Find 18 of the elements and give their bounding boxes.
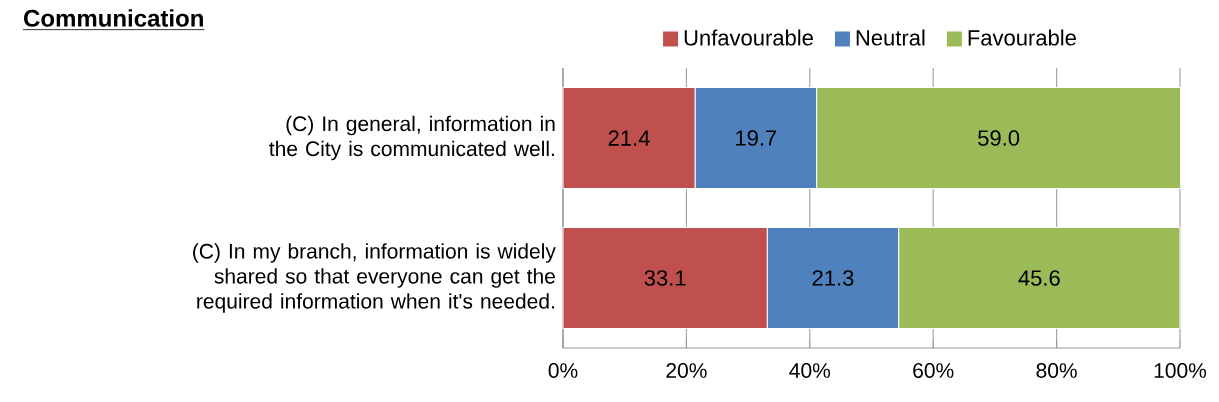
x-tick-label: 80%: [1036, 363, 1077, 378]
data-label: 21.3: [812, 270, 854, 286]
data-label: 33.1: [644, 270, 686, 286]
x-tick-label: 40%: [789, 363, 831, 378]
x-tick-label: 20%: [666, 363, 707, 378]
x-tick-label: 100%: [1154, 363, 1207, 378]
data-label: 19.7: [736, 130, 777, 146]
x-tick-label: 0%: [548, 363, 578, 378]
data-label: 21.4: [608, 130, 650, 146]
legend-label: Neutral: [856, 29, 925, 46]
y-tick-label: (C) In my branch, information is widely shared so that everyone can get the required information when it's needed.: [193, 243, 556, 313]
data-label: 45.6: [1018, 270, 1060, 286]
text: Communication: [24, 9, 203, 27]
data-label: 59.0: [978, 130, 1020, 146]
legend-label: Favourable: [968, 29, 1076, 46]
y-tick-label: (C) In general, information in the City is communicated well.: [269, 115, 555, 161]
x-tick-label: 60%: [913, 363, 954, 378]
legend-label: Unfavourable: [684, 29, 813, 46]
